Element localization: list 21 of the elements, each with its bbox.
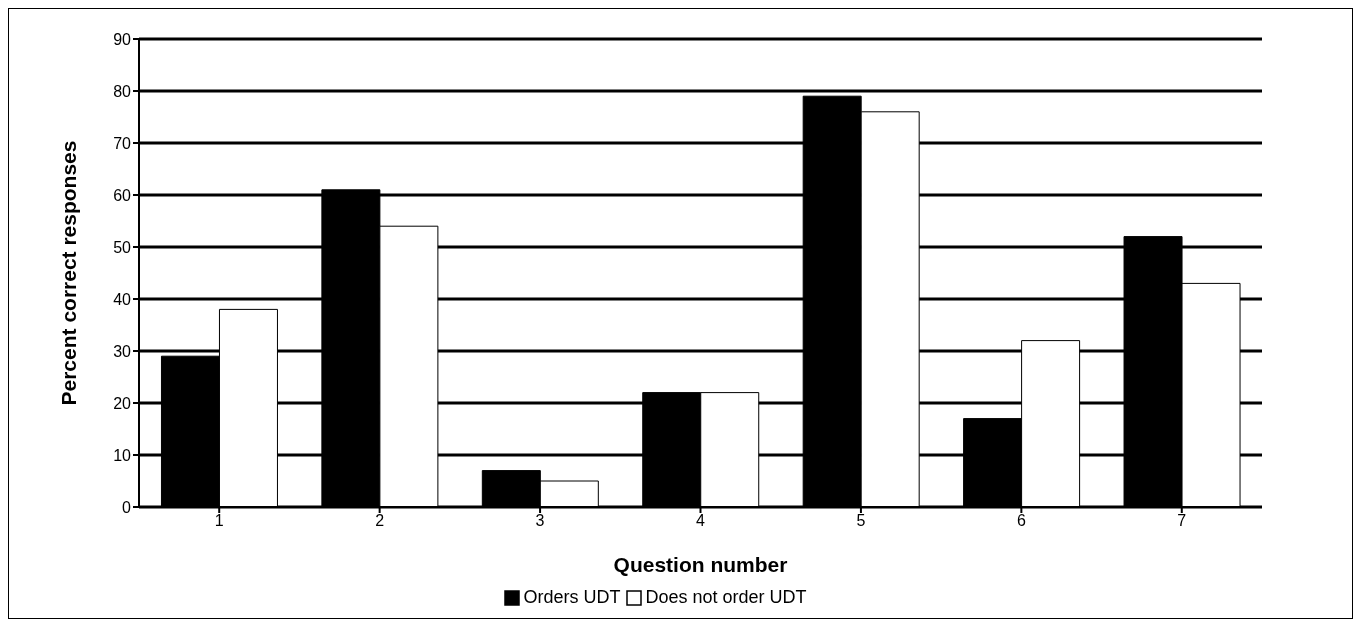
y-tick-label: 80 (113, 82, 132, 100)
y-tick-label: 70 (113, 134, 132, 152)
y-tick-label: 20 (113, 394, 132, 412)
y-tick-label: 90 (113, 30, 132, 48)
y-tick-label: 40 (113, 290, 132, 308)
x-tick-label: 1 (214, 512, 224, 530)
x-tick-label: 2 (375, 512, 385, 530)
y-axis-title: Percent correct responses (57, 140, 81, 406)
y-tick-label: 50 (113, 238, 132, 256)
x-tick-label: 5 (856, 512, 866, 530)
x-tick-label: 3 (535, 512, 545, 530)
x-axis-title: Question number (613, 553, 788, 576)
x-tick-label: 7 (1177, 512, 1187, 530)
x-tick-label: 6 (1016, 512, 1026, 530)
y-tick-label: 10 (113, 446, 132, 464)
y-tick-label: 60 (113, 186, 132, 204)
legend-label: Orders UDT (523, 587, 621, 608)
y-tick-label: 30 (113, 342, 132, 360)
y-tick-label: 0 (122, 498, 132, 516)
x-tick-label: 4 (696, 512, 706, 530)
legend-label: Does not order UDT (645, 587, 807, 608)
